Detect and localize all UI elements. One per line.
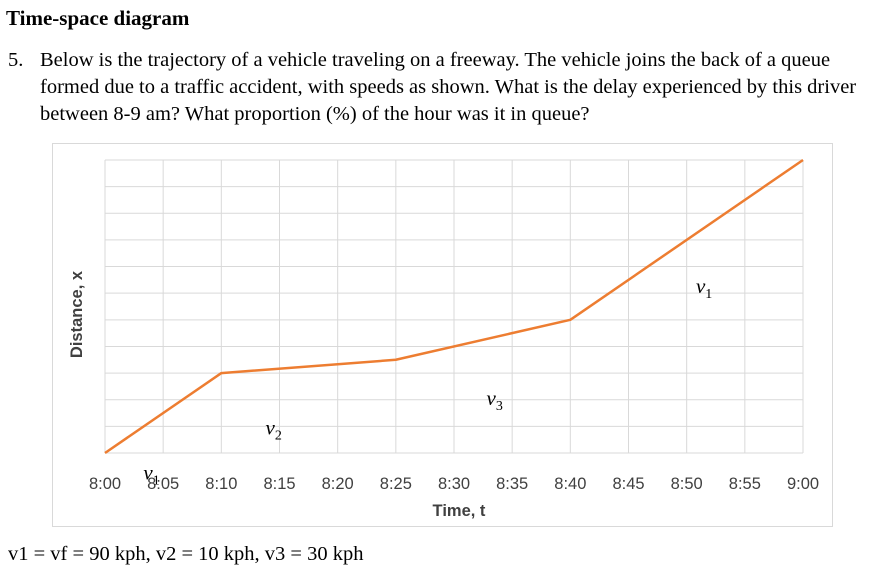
x-tick-label: 8:05 xyxy=(147,475,179,493)
x-tick-label: 8:35 xyxy=(496,475,528,493)
trajectory-line xyxy=(104,158,804,455)
question-number: 5. xyxy=(8,49,24,71)
y-axis-label: Distance, x xyxy=(68,270,86,358)
speeds-text: v1 = vf = 90 kph, v2 = 10 kph, v3 = 30 k… xyxy=(8,543,364,565)
question-text: Below is the trajectory of a vehicle tra… xyxy=(40,49,857,125)
question-block: 5. Below is the trajectory of a vehicle … xyxy=(8,47,873,128)
x-tick-label: 8:15 xyxy=(263,475,295,493)
x-tick-label: 8:25 xyxy=(380,475,412,493)
x-tick-label: 8:55 xyxy=(729,475,761,493)
x-tick-label: 8:10 xyxy=(205,475,237,493)
section-heading: Time-space diagram xyxy=(6,6,190,30)
x-tick-label: 8:45 xyxy=(612,475,644,493)
velocity-annotation: v2 xyxy=(266,415,282,443)
x-axis-label: Time, t xyxy=(433,502,486,520)
x-tick-label: 8:20 xyxy=(322,475,354,493)
chart-frame xyxy=(52,143,833,527)
velocity-annotation: v3 xyxy=(487,386,503,414)
speeds-line: v1 = vf = 90 kph, v2 = 10 kph, v3 = 30 k… xyxy=(8,543,363,566)
x-tick-label: 8:00 xyxy=(89,475,121,493)
x-tick-label: 8:30 xyxy=(438,475,470,493)
velocity-annotation: v1 xyxy=(143,461,159,489)
x-tick-label: 8:50 xyxy=(671,475,703,493)
x-tick-label: 8:40 xyxy=(554,475,586,493)
x-tick-label: 9:00 xyxy=(787,475,819,493)
velocity-annotation: v1 xyxy=(696,274,712,302)
